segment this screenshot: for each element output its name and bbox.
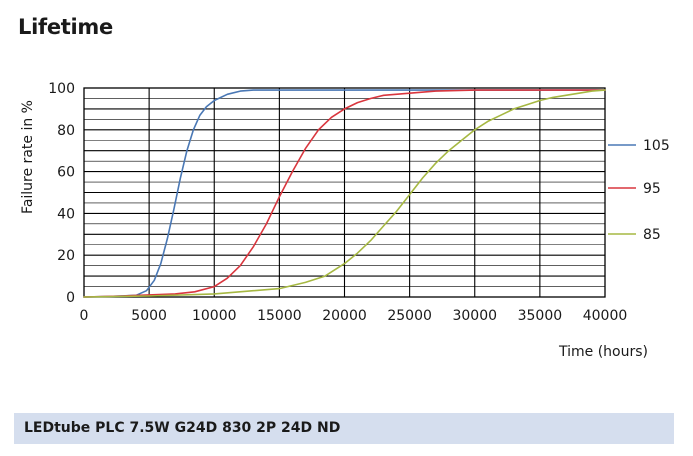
x-tick-label: 0 bbox=[80, 308, 89, 324]
y-tick-label: 0 bbox=[66, 290, 75, 306]
lifetime-chart: 0 5000 10000 15000 20000 25000 30000 35000 40000… bbox=[20, 81, 670, 360]
x-tick-label: 20000 bbox=[322, 308, 367, 324]
x-tick-label: 25000 bbox=[387, 308, 432, 324]
y-tick-label: 60 bbox=[57, 165, 75, 181]
y-axis-label: Failure rate in % bbox=[20, 100, 36, 214]
chart-series bbox=[83, 89, 606, 298]
series-line-95 bbox=[83, 89, 606, 298]
product-bar: LEDtube PLC 7.5W G24D 830 2P 24D ND bbox=[14, 413, 674, 444]
legend-label-85: 85 bbox=[643, 227, 661, 243]
series-line-85 bbox=[83, 89, 606, 298]
x-tick-label: 5000 bbox=[131, 308, 167, 324]
x-tick-label: 15000 bbox=[257, 308, 302, 324]
x-tick-label: 35000 bbox=[518, 308, 563, 324]
y-tick-label: 20 bbox=[57, 248, 75, 264]
chart-grid bbox=[83, 87, 606, 298]
series-line-105 bbox=[83, 89, 606, 298]
x-tick-label: 30000 bbox=[452, 308, 497, 324]
y-tick-label: 40 bbox=[57, 206, 75, 222]
x-tick-label: 10000 bbox=[192, 308, 237, 324]
legend-label-95: 95 bbox=[643, 181, 661, 197]
legend-label-105: 105 bbox=[643, 138, 670, 154]
y-tick-label: 80 bbox=[57, 123, 75, 139]
page-title: Lifetime bbox=[18, 15, 113, 39]
product-label: LEDtube PLC 7.5W G24D 830 2P 24D ND bbox=[24, 420, 341, 436]
chart-legend: 105 95 85 bbox=[608, 138, 670, 243]
x-axis-label: Time (hours) bbox=[558, 344, 648, 360]
x-tick-label: 40000 bbox=[583, 308, 628, 324]
chart-tick-labels: 0 5000 10000 15000 20000 25000 30000 35000 40000… bbox=[48, 81, 627, 324]
y-tick-label: 100 bbox=[48, 81, 75, 97]
